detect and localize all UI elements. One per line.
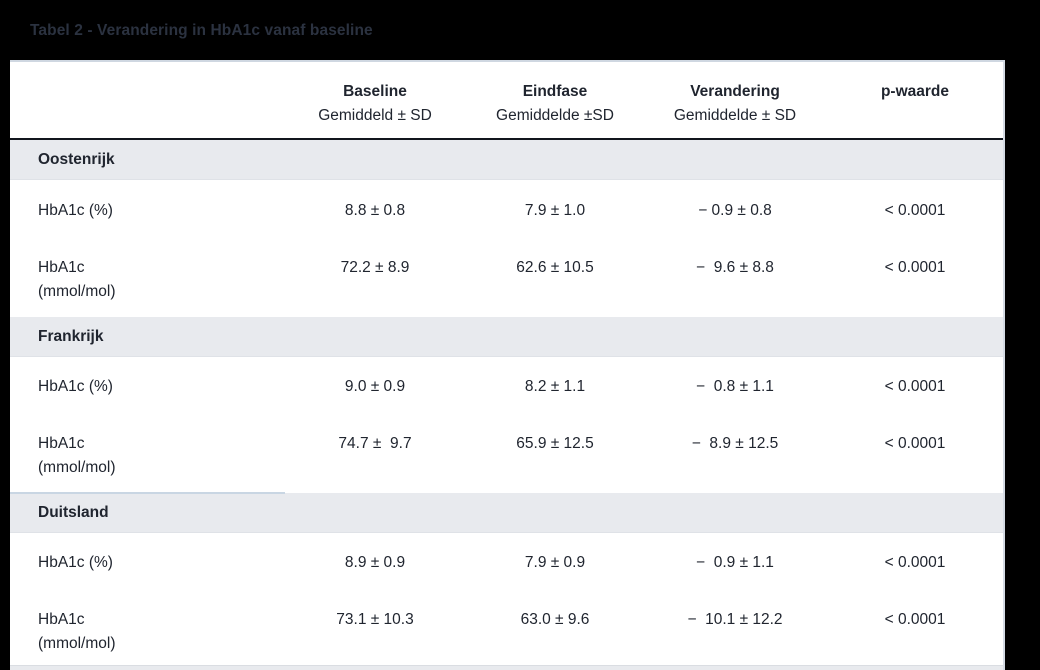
value-p: < 0.0001 (884, 611, 946, 628)
hba1c-table: Baseline Gemiddeld ± SD Eindfase Gemidde… (10, 60, 1005, 670)
value-eindfase: 63.0 ± 9.6 (520, 611, 590, 628)
row-label-line2: (mmol/mol) (38, 635, 116, 652)
column-title: Eindfase (522, 83, 588, 100)
value-verandering: − 0.9 ± 0.8 (698, 201, 772, 219)
header-empty-cell (10, 62, 285, 138)
value-p: < 0.0001 (884, 201, 946, 219)
table-row-duitsland-pct: HbA1c (%) 8.9 ± 0.9 7.9 ± 0.9 − 0.9 ± 1.… (10, 533, 1003, 593)
value-eindfase: 7.9 ± 1.0 (524, 201, 586, 219)
row-label-line1: HbA1c (38, 259, 85, 276)
column-title: Verandering (690, 83, 780, 100)
row-label: HbA1c (%) (38, 554, 113, 571)
value-baseline: 8.9 ± 0.9 (344, 554, 406, 571)
group-header-frankrijk: Frankrijk (10, 317, 1003, 357)
value-p: < 0.0001 (884, 554, 946, 571)
page-title: Tabel 2 - Verandering in HbA1c vanaf bas… (30, 22, 373, 39)
table-row-oostenrijk-mmol: HbA1c (mmol/mol) 72.2 ± 8.9 62.6 ± 10.5 … (10, 241, 1003, 317)
header-p-waarde: p-waarde (825, 62, 1003, 138)
row-label: HbA1c (mmol/mol) (10, 593, 285, 665)
group-label: Frankrijk (38, 327, 104, 345)
row-label-line1: HbA1c (38, 435, 85, 452)
column-subtitle: Gemiddeld ± SD (318, 107, 432, 124)
row-label-line1: HbA1c (38, 611, 85, 628)
value-verandering: − 8.9 ± 12.5 (691, 435, 779, 452)
value-verandering: − 10.1 ± 12.2 (687, 611, 783, 628)
value-eindfase: 8.2 ± 1.1 (524, 378, 586, 395)
column-subtitle: Gemiddelde ±SD (496, 107, 614, 124)
row-label-line2: (mmol/mol) (38, 459, 116, 476)
value-p: < 0.0001 (884, 378, 946, 395)
row-label: HbA1c (mmol/mol) (10, 241, 285, 317)
value-p: < 0.0001 (884, 435, 946, 452)
group-label: Duitsland (38, 503, 109, 521)
value-baseline: 73.1 ± 10.3 (336, 611, 414, 628)
table-header-row: Baseline Gemiddeld ± SD Eindfase Gemidde… (10, 62, 1003, 140)
value-eindfase: 65.9 ± 12.5 (516, 435, 594, 452)
table-row-frankrijk-pct: HbA1c (%) 9.0 ± 0.9 8.2 ± 1.1 − 0.8 ± 1.… (10, 357, 1003, 417)
table-row-frankrijk-mmol: HbA1c (mmol/mol) 74.7 ± 9.7 65.9 ± 12.5 … (10, 417, 1003, 493)
value-baseline: 72.2 ± 8.9 (340, 259, 410, 276)
row-label: HbA1c (%) (38, 201, 113, 219)
header-verandering: Verandering Gemiddelde ± SD (645, 62, 825, 138)
group-label: Oostenrijk (38, 150, 115, 168)
header-eindfase: Eindfase Gemiddelde ±SD (465, 62, 645, 138)
value-verandering: − 9.6 ± 8.8 (696, 259, 774, 276)
value-baseline: 74.7 ± 9.7 (338, 435, 412, 452)
value-baseline: 9.0 ± 0.9 (344, 378, 406, 395)
value-verandering: − 0.8 ± 1.1 (696, 378, 774, 395)
column-title: Baseline (343, 83, 407, 100)
column-title: p-waarde (880, 83, 950, 100)
group-header-duitsland: Duitsland (10, 492, 1003, 533)
table-row-duitsland-mmol: HbA1c (mmol/mol) 73.1 ± 10.3 63.0 ± 9.6 … (10, 593, 1003, 665)
row-label: HbA1c (mmol/mol) (10, 417, 285, 493)
value-eindfase: 62.6 ± 10.5 (516, 259, 594, 276)
value-baseline: 8.8 ± 0.8 (344, 201, 406, 219)
row-label-line2: (mmol/mol) (38, 283, 116, 300)
value-eindfase: 7.9 ± 0.9 (524, 554, 586, 571)
next-group-row-cut (10, 665, 1003, 670)
value-p: < 0.0001 (884, 259, 946, 276)
group-header-oostenrijk: Oostenrijk (10, 140, 1003, 180)
header-baseline: Baseline Gemiddeld ± SD (285, 62, 465, 138)
divider-highlight (10, 492, 285, 494)
table-row-oostenrijk-pct: HbA1c (%) 8.8 ± 0.8 7.9 ± 1.0 − 0.9 ± 0.… (10, 180, 1003, 241)
row-label: HbA1c (%) (38, 378, 113, 395)
value-verandering: − 0.9 ± 1.1 (696, 554, 774, 571)
column-subtitle: Gemiddelde ± SD (673, 107, 797, 124)
